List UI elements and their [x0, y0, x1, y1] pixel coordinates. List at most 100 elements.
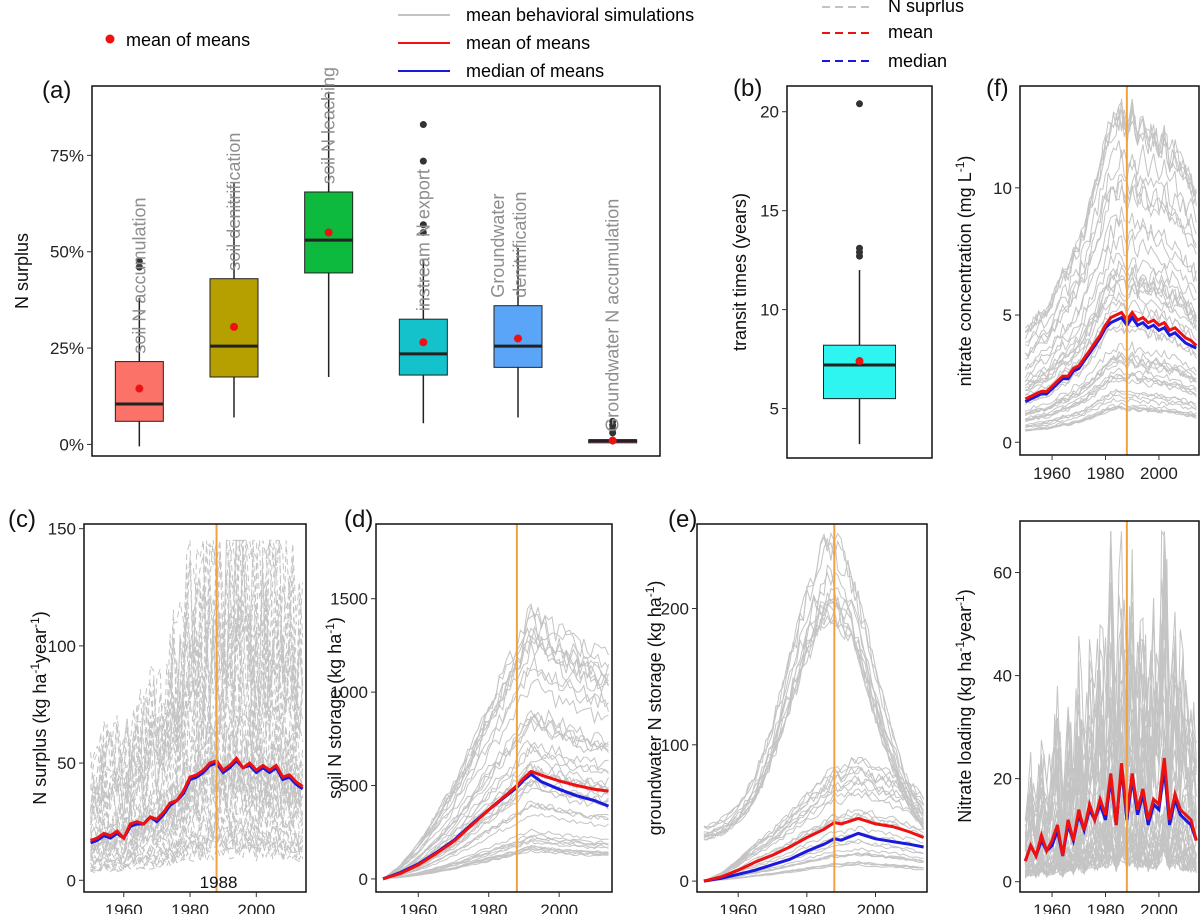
y-axis-label-part: -1 [28, 663, 42, 674]
legend-dashed-label-median: median [888, 51, 947, 71]
panel-label: (c) [8, 506, 36, 533]
labels-d: soil N storage (kg ha-1) (d) [323, 506, 373, 799]
y-tick-label: 0 [359, 870, 368, 889]
simulation-line [1025, 350, 1197, 415]
simulation-line [90, 822, 304, 869]
simulation-line [90, 831, 303, 872]
outlier-point [856, 100, 863, 108]
y-tick-label: 1500 [330, 590, 368, 609]
simulation-line [1025, 149, 1197, 347]
y-tick-label: 20 [760, 103, 779, 122]
simulation-line [382, 627, 609, 879]
labels-c: N surplus (kg ha-1year-1)(c) [8, 506, 50, 805]
box-body [493, 305, 543, 368]
y-axis-label-part: nitrate concentration (mg L [955, 172, 975, 386]
simulation-line [382, 603, 609, 879]
box-label-line: denitrification [510, 192, 530, 298]
panel-d: 0 500 1000 1500 1960 1980 2000 [330, 523, 613, 914]
y-axis-label: nitrate concentration (mg L-1) [953, 156, 975, 387]
y-tick-label: 50 [57, 754, 76, 773]
simulation-line [1025, 259, 1197, 382]
y-axis-label-part: -1 [323, 623, 337, 634]
median-line [1024, 314, 1197, 403]
y-axis-label: groundwater N storage (kg ha-1) [643, 581, 665, 836]
panel-frame [696, 523, 928, 893]
simulation-line [90, 596, 304, 826]
simulation-line [1024, 665, 1197, 843]
legend-point-label: mean of means [126, 30, 250, 50]
box-groundwater-n-accumulation: Groundwater N accumulation [588, 199, 638, 445]
simulation-line [1025, 831, 1197, 876]
x-tick-label: 2000 [857, 901, 895, 914]
labels-f2: Nitrate loading (kg ha-1year-1) [953, 589, 975, 822]
simulation-line [90, 717, 304, 851]
simulation-line [1025, 393, 1197, 428]
simulation-line [1025, 397, 1197, 429]
outlier-point [609, 417, 617, 425]
simulation-line [90, 796, 304, 866]
labels-b: transit times (years) (b) [730, 75, 762, 351]
legend-solid-label-median: median of means [466, 61, 604, 81]
box-soil-denitrification: soil denitrification [209, 133, 259, 418]
simulation-line [90, 578, 304, 811]
simulation-line [1025, 352, 1197, 414]
y-tick-label: 1000 [330, 683, 368, 702]
mean-point [855, 357, 864, 366]
mean-line [90, 756, 304, 842]
simulation-line [90, 595, 304, 829]
labels-a: N surplus (a) [12, 77, 71, 309]
x-tick-label: 1960 [399, 901, 437, 914]
legend-dashed: N suprlus mean median [822, 0, 964, 71]
simulation-line [1025, 805, 1197, 872]
box-groundwater-denitrification: Groundwater denitrification [488, 192, 543, 418]
simulation-line [383, 848, 609, 879]
simulation-line [383, 828, 609, 879]
simulation-line [1025, 531, 1197, 849]
simulation-line [1025, 340, 1197, 412]
panel-f1: 0 5 10 1960 1980 2000 [993, 85, 1200, 483]
simulation-line [382, 713, 609, 879]
box-label: instream N export [413, 169, 433, 311]
panel-label: (e) [668, 506, 697, 533]
simulation-line [1024, 531, 1197, 846]
x-tick-label: 1980 [171, 901, 209, 914]
x-tick-label: 1980 [470, 901, 508, 914]
simulation-line [383, 813, 609, 879]
legend-dashed-label-mean: mean [888, 22, 933, 42]
box-label: soil denitrification [224, 133, 244, 271]
simulation-line [1025, 405, 1197, 431]
y-axis-label-part: Nitrate loading (kg ha [955, 651, 975, 823]
panel-b: 5 10 15 20 [760, 85, 933, 459]
mean-point [135, 384, 144, 393]
y-tick-label: 5 [1003, 306, 1012, 325]
y-tick-label: 0 [67, 871, 76, 890]
y-tick-label: 25% [50, 339, 84, 358]
legend-solid-label-mean: mean of means [466, 33, 590, 53]
y-axis-label: N surplus [12, 233, 32, 309]
y-axis-label-part: -1 [953, 595, 967, 606]
series-group [90, 539, 304, 874]
mean-line [382, 769, 609, 881]
x-tick-label: 1960 [105, 901, 143, 914]
simulation-line [90, 660, 304, 839]
panel-label: (f) [986, 75, 1009, 102]
outlier-point [135, 263, 143, 271]
y-axis-label-part: -1 [28, 617, 42, 628]
panel-frame [786, 85, 933, 459]
simulation-line [382, 718, 609, 879]
y-axis-label-part: -1 [953, 641, 967, 652]
legend-point-marker [105, 34, 115, 44]
simulation-line [383, 802, 609, 879]
y-axis-label-part: transit times (years) [730, 193, 750, 351]
simulation-line [703, 598, 924, 839]
median-line [703, 831, 924, 883]
panel-frame [91, 85, 661, 457]
mean-point [419, 338, 428, 347]
x-tick-label: 1960 [1033, 901, 1071, 914]
y-axis-label-part: groundwater N storage (kg ha [645, 596, 665, 835]
y-axis-label-part: ) [955, 156, 975, 162]
y-tick-label: 5 [770, 400, 779, 419]
y-tick-label: 75% [50, 146, 84, 165]
y-tick-label: 200 [661, 600, 689, 619]
mean-point [230, 322, 238, 331]
